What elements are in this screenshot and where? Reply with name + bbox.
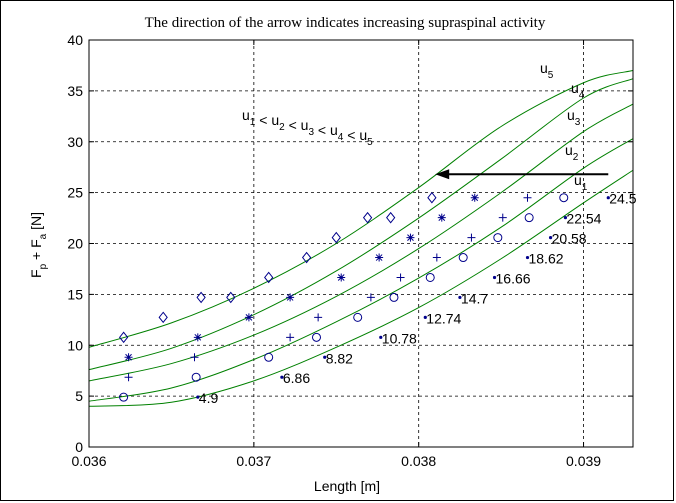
y-tick-label: 30 bbox=[67, 134, 83, 150]
marker-diamond bbox=[386, 211, 396, 224]
curve-u2 bbox=[88, 138, 634, 402]
curve-u3 bbox=[88, 103, 634, 382]
marker-plus bbox=[396, 273, 405, 282]
labelled-point bbox=[423, 315, 427, 319]
marker-plus bbox=[498, 213, 507, 222]
y-tick-label: 10 bbox=[67, 337, 83, 353]
point-label: 4.9 bbox=[199, 390, 219, 406]
marker-circle bbox=[311, 332, 321, 342]
curve-u4 bbox=[88, 78, 634, 371]
y-tick-label: 0 bbox=[75, 439, 83, 455]
marker-asterisk bbox=[337, 273, 346, 282]
marker-circle bbox=[524, 213, 534, 223]
curve-label-u1: u1 bbox=[574, 172, 588, 193]
marker-plus bbox=[366, 293, 375, 302]
marker-plus bbox=[467, 233, 476, 242]
marker-circle bbox=[493, 233, 503, 243]
marker-circle bbox=[458, 253, 468, 263]
order-annotation: u1 < u2 < u3 < u4 < u5 bbox=[242, 107, 373, 148]
curve-u5 bbox=[88, 70, 634, 348]
point-label: 20.58 bbox=[552, 231, 587, 247]
marker-diamond bbox=[158, 311, 168, 324]
y-tick-label: 5 bbox=[75, 388, 83, 404]
marker-circle bbox=[191, 372, 201, 382]
marker-plus bbox=[286, 333, 295, 342]
curve-u1 bbox=[88, 169, 634, 407]
point-label: 22.54 bbox=[566, 211, 601, 227]
marker-plus bbox=[190, 353, 199, 362]
marker-asterisk bbox=[244, 313, 253, 322]
y-tick-label: 35 bbox=[67, 83, 83, 99]
point-label: 8.82 bbox=[326, 350, 353, 366]
point-label: 14.7 bbox=[461, 290, 488, 306]
y-tick-label: 40 bbox=[67, 32, 83, 48]
labelled-point bbox=[196, 395, 200, 399]
x-tick-label: 0.037 bbox=[236, 453, 271, 469]
marker-plus bbox=[314, 313, 323, 322]
curves bbox=[88, 70, 634, 407]
point-label: 12.74 bbox=[426, 310, 461, 326]
marker-circle bbox=[264, 352, 274, 362]
marker-circle bbox=[425, 272, 435, 282]
labelled-point bbox=[379, 335, 383, 339]
labelled-point bbox=[606, 196, 610, 200]
marker-plus bbox=[523, 193, 532, 202]
x-tick-label: 0.039 bbox=[566, 453, 601, 469]
y-tick-label: 25 bbox=[67, 185, 83, 201]
y-tick-label: 20 bbox=[67, 236, 83, 252]
marker-asterisk bbox=[406, 233, 415, 242]
marker-diamond bbox=[301, 251, 312, 264]
x-axis-label: Length [m] bbox=[314, 478, 380, 494]
marker-diamond bbox=[331, 231, 341, 244]
point-label: 18.62 bbox=[528, 251, 563, 267]
marker-asterisk bbox=[193, 333, 202, 342]
x-tick-label: 0.038 bbox=[401, 453, 436, 469]
marker-diamond bbox=[427, 191, 437, 204]
marker-asterisk bbox=[470, 193, 479, 202]
axes: 0.036 0.037 0.038 0.039 0 5 10 15 20 25 30 35 40 bbox=[67, 32, 633, 469]
marker-diamond bbox=[226, 291, 236, 304]
curve-label-u5: u5 bbox=[540, 60, 554, 81]
curve-label-u4: u4 bbox=[571, 80, 585, 101]
marker-diamond bbox=[264, 271, 274, 284]
curve-labels: u1 u2 u3 u4 u5 bbox=[540, 60, 588, 193]
labelled-point bbox=[323, 355, 327, 359]
point-label: 16.66 bbox=[496, 270, 531, 286]
marker-diamond bbox=[118, 331, 129, 344]
marker-circle bbox=[353, 312, 363, 322]
y-tick-label: 15 bbox=[67, 286, 83, 302]
x-tick-label: 0.036 bbox=[71, 453, 106, 469]
marker-circle bbox=[389, 292, 399, 302]
marker-plus bbox=[124, 373, 133, 382]
supraspinal-arrow bbox=[435, 169, 609, 180]
point-label: 24.5 bbox=[609, 191, 636, 207]
marker-asterisk bbox=[124, 353, 133, 362]
chart-title: The direction of the arrow indicates inc… bbox=[145, 15, 546, 31]
labelled-point bbox=[563, 216, 568, 220]
arrow-head bbox=[435, 169, 450, 180]
curve-label-u2: u2 bbox=[565, 142, 579, 163]
labelled-point bbox=[458, 295, 462, 300]
labelled-point bbox=[280, 375, 284, 379]
marker-asterisk bbox=[375, 253, 384, 262]
marker-diamond bbox=[362, 211, 373, 224]
curve-label-u3: u3 bbox=[567, 107, 581, 128]
point-label: 6.86 bbox=[283, 370, 310, 386]
marker-plus bbox=[432, 253, 441, 262]
marker-diamond bbox=[196, 291, 206, 304]
marker-asterisk bbox=[437, 213, 446, 222]
y-axis-label: Fp + Fa [N] bbox=[28, 212, 49, 278]
labelled-point bbox=[548, 235, 553, 240]
labelled-point bbox=[525, 255, 530, 260]
markers bbox=[118, 191, 569, 402]
marker-asterisk bbox=[286, 293, 295, 302]
marker-circle bbox=[119, 392, 129, 402]
labelled-point bbox=[492, 275, 497, 280]
marker-circle bbox=[559, 193, 569, 203]
point-label: 10.78 bbox=[382, 330, 417, 346]
